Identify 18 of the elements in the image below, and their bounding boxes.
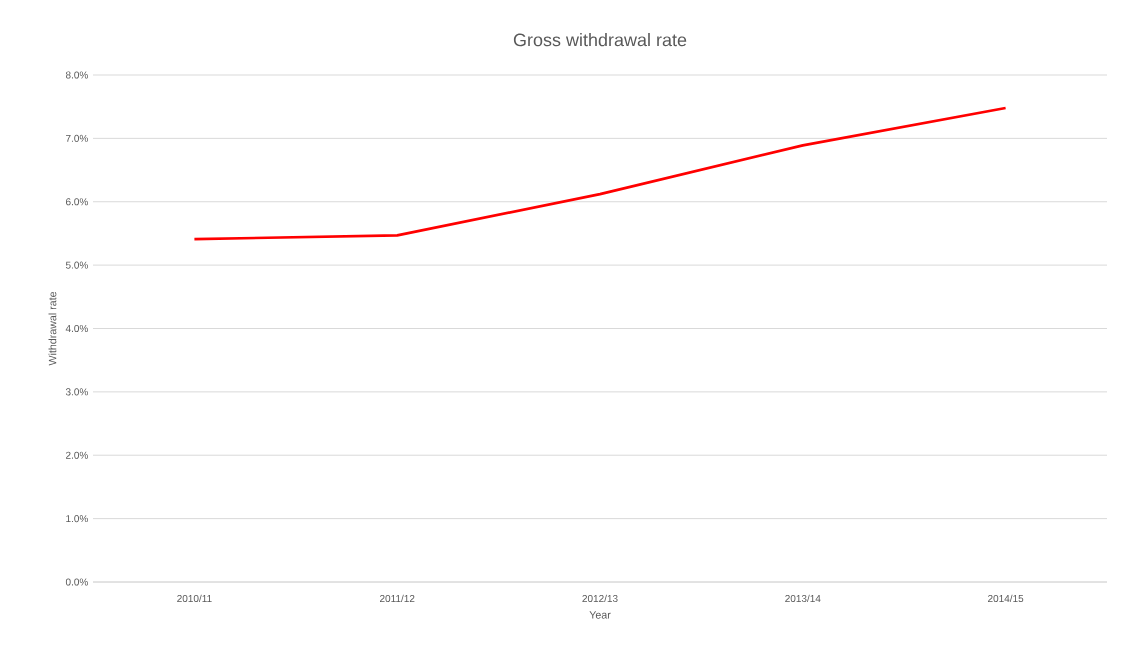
y-tick-label: 0.0% <box>65 578 88 586</box>
y-tick-label: 4.0% <box>65 324 88 333</box>
x-tick-label: 2013/14 <box>785 594 821 603</box>
y-axis-title: Withdrawal rate <box>48 291 57 366</box>
y-tick-label: 8.0% <box>65 71 88 79</box>
y-tick-label: 7.0% <box>66 134 88 142</box>
y-tick-label: 3.0% <box>65 388 88 396</box>
y-tick-label: 1.0% <box>66 515 88 523</box>
chart-title: Gross withdrawal rate <box>513 33 687 47</box>
y-tick-label: 5.0% <box>65 261 88 269</box>
y-tick-label: 6.0% <box>66 198 88 206</box>
x-tick-label: 2014/15 <box>988 594 1024 603</box>
x-tick-label: 2010/11 <box>177 594 212 603</box>
x-tick-label: 2011/12 <box>380 594 415 603</box>
x-axis-title: Year <box>589 611 611 619</box>
y-tick-label: 2.0% <box>66 451 88 459</box>
x-tick-label: 2012/13 <box>582 594 618 603</box>
line-series <box>193 106 1007 241</box>
